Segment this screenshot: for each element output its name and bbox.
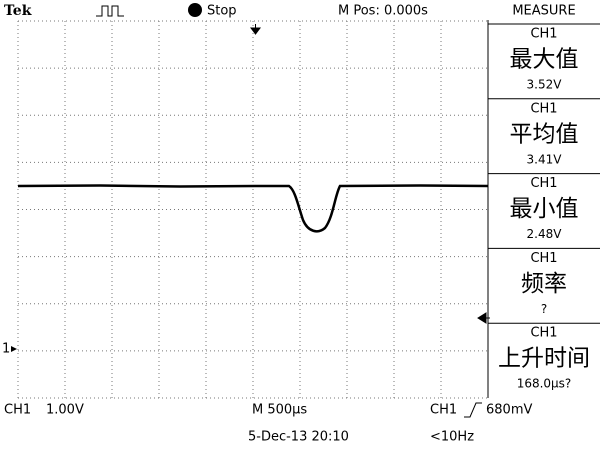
measure-type: 平均值 [510, 121, 579, 147]
measure-type: 频率 [521, 271, 567, 297]
measure-channel: CH1 [530, 176, 557, 191]
waveform [17, 184, 489, 233]
trigger-slope-icon [464, 402, 482, 418]
trigger-source: CH1 [430, 403, 457, 418]
measure-value: 2.48V [527, 227, 563, 241]
trigger-frequency: <10Hz [430, 430, 474, 445]
menu-title: MEASURE [512, 4, 575, 19]
trigger-position-marker [250, 24, 261, 35]
ground-marker: 1 [2, 342, 10, 357]
run-status-icon [188, 3, 202, 17]
measure-channel: CH1 [530, 251, 557, 266]
brand: Tek [4, 3, 32, 19]
measure-type: 最大值 [510, 47, 579, 73]
channel-scale: 1.00V [46, 403, 84, 418]
date-time: 5-Dec-13 20:10 [248, 430, 349, 445]
acquisition-icon [96, 5, 124, 17]
measure-value: 168.0µs? [517, 377, 572, 391]
measure-type: 上升时间 [498, 346, 590, 372]
ground-arrow [11, 346, 17, 352]
measure-value: 3.41V [527, 152, 563, 166]
measure-value: ? [541, 302, 547, 316]
measure-channel: CH1 [530, 101, 557, 116]
measure-panel: CH1 最大值 3.52V CH1 平均值 3.41V CH1 最小值 2.48V CH1 频率? C… [487, 20, 600, 398]
channel-label: CH1 [4, 403, 31, 418]
trigger-level: 680mV [486, 403, 532, 418]
measure-channel: CH1 [530, 326, 557, 341]
run-status: Stop [207, 4, 237, 19]
measure-type: 最小值 [510, 196, 579, 222]
horizontal-position: M Pos: 0.000s [338, 4, 428, 19]
measure-value: 3.52V [527, 78, 563, 92]
measure-channel: CH1 [530, 27, 557, 42]
timebase: M 500µs [252, 403, 307, 418]
trigger-level-marker [477, 312, 490, 324]
